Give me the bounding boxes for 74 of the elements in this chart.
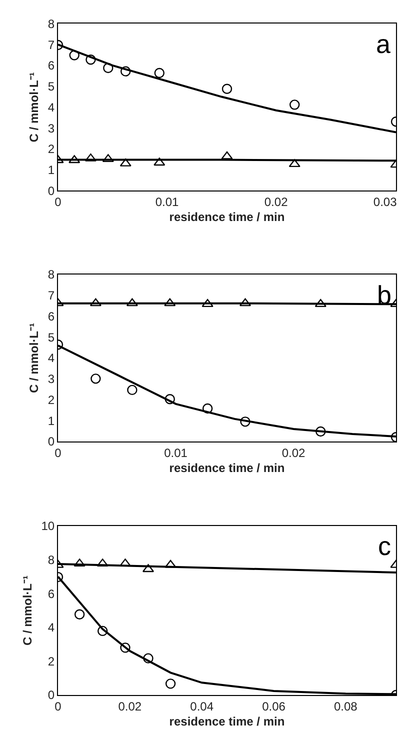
point [69,50,80,60]
x-tick-label: 0.01 [164,446,188,460]
point [127,384,138,396]
y-axis-title: C / mmol·L⁻¹ [27,323,42,394]
y-tick-label: 4 [48,620,55,635]
y-tick-label: 3 [48,121,55,136]
y-tick-label: 7 [48,288,55,303]
x-tick-label: 0.06 [262,699,286,714]
point [164,560,176,568]
y-tick-label: 2 [48,392,55,407]
y-tick-label: 6 [48,58,55,73]
x-tick-label: 0.08 [334,699,358,714]
point [290,100,300,110]
y-tick-label: 0 [48,184,55,198]
point [74,609,85,620]
point [74,558,86,567]
y-tick-label: 4 [48,351,55,366]
point [97,626,108,636]
y-tick-label: 8 [48,16,55,31]
y-tick-label: 8 [48,268,55,282]
y-axis-title: C / mmol·L⁻¹ [20,576,35,646]
point [90,374,101,384]
y-tick-label: 2 [48,654,55,668]
x-tick-label: 0.02 [264,195,288,210]
y-tick-label: 1 [48,163,55,178]
point [96,558,108,567]
point [90,298,102,306]
point [202,299,214,308]
point [221,151,233,160]
point [316,426,326,437]
point [103,62,114,74]
point [314,299,326,308]
x-axis-title: residence time / min [169,460,285,475]
point [102,154,114,162]
y-tick-label: 4 [48,100,55,114]
y-tick-label: 6 [48,309,55,324]
y-tick-label: 1 [48,414,55,428]
point [222,84,232,94]
point [288,159,300,168]
y-tick-label: 0 [48,688,55,702]
point [202,403,213,414]
y-tick-label: 3 [48,372,55,386]
x-tick-label: 0.02 [282,446,306,460]
y-tick-label: 8 [48,553,55,567]
y-tick-label: 0 [48,434,55,449]
x-tick-label: 0.03 [373,195,398,210]
point [120,66,131,76]
x-tick-label: 0.04 [190,699,214,714]
point [68,155,80,164]
point [143,653,154,664]
point [154,158,166,166]
point [240,416,250,427]
point [154,68,164,78]
x-axis-title: residence time / min [169,210,285,224]
y-tick-label: 5 [48,330,55,344]
annotation: c [378,531,391,561]
point [126,298,138,306]
x-tick-label: 0.01 [155,195,180,210]
point [165,678,176,689]
x-tick-label: 0.02 [118,699,142,714]
y-tick-label: 7 [48,38,55,52]
y-tick-label: 5 [48,80,55,94]
y-tick-label: 2 [48,142,55,156]
point [164,298,176,306]
x-axis-title: residence time / min [169,714,285,728]
point [120,642,130,653]
annotation: b [377,280,392,310]
y-axis-title: C / mmol·L⁻¹ [27,72,42,142]
point [86,54,96,65]
y-tick-label: 6 [48,586,55,601]
point [120,158,132,166]
y-tick-label: 10 [41,519,55,534]
annotation: a [376,29,391,59]
point [164,394,175,404]
